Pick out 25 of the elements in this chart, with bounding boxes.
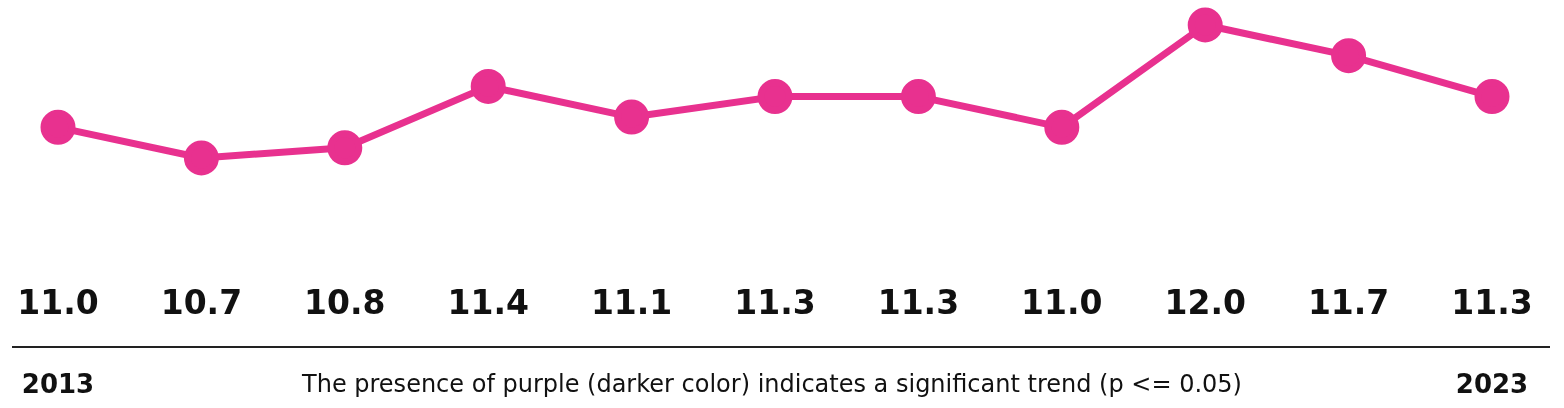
x-tick-label: 2023 xyxy=(1455,368,1529,399)
point xyxy=(1474,79,1510,115)
point xyxy=(614,99,650,135)
x-tick-label: 2013 xyxy=(21,368,95,399)
data-label: 11.1 xyxy=(590,282,673,322)
data-label: 11.3 xyxy=(734,282,816,322)
data-label: 11.4 xyxy=(447,282,529,322)
data-label: 11.0 xyxy=(17,282,99,322)
point xyxy=(40,109,76,145)
point xyxy=(1187,7,1223,43)
data-label: 12.0 xyxy=(1164,282,1246,322)
data-label: 10.8 xyxy=(304,282,386,322)
text: The presence of purple (darker color) indicates a significant trend (p <= 0.05) xyxy=(301,370,1242,399)
data-label: 11.3 xyxy=(877,282,960,322)
point xyxy=(1044,109,1080,145)
data-label: 11.0 xyxy=(1021,282,1103,322)
point xyxy=(183,140,219,176)
point xyxy=(470,68,506,104)
point xyxy=(327,130,363,166)
point xyxy=(757,79,793,115)
point xyxy=(900,79,936,115)
data-label: 11.3 xyxy=(1451,282,1533,322)
point xyxy=(1331,38,1367,74)
data-label: 11.7 xyxy=(1307,282,1390,322)
data-label: 10.7 xyxy=(160,282,243,322)
